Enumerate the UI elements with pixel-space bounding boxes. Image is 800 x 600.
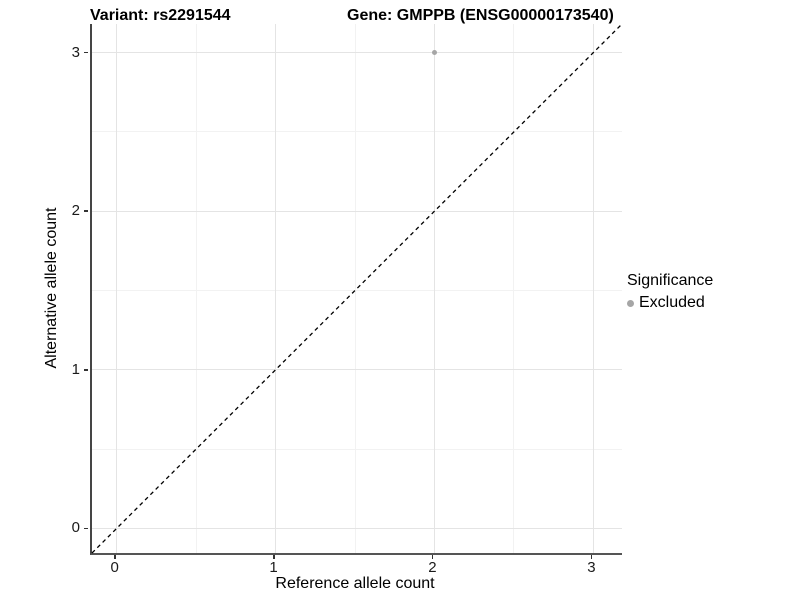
identity-line [91, 23, 623, 554]
x-tick-mark [590, 555, 593, 559]
x-tick-mark [114, 555, 116, 559]
y-tick-label: 3 [71, 43, 80, 61]
y-tick-label: 2 [71, 202, 80, 220]
x-tick-label: 2 [428, 559, 437, 576]
y-axis-title: Alternative allele count [43, 207, 60, 369]
gridline-x-major [433, 24, 435, 553]
gene-title: Gene: GMPPB (ENSG00000173540) [347, 7, 614, 24]
y-tick-mark [84, 51, 88, 54]
gridline-y-major [92, 369, 622, 371]
gridline-x-minor [513, 24, 515, 553]
legend-marker-excluded-icon [627, 299, 634, 307]
gridline-y-minor [92, 131, 622, 133]
y-tick-label: 0 [71, 519, 80, 537]
y-tick-mark [84, 527, 88, 530]
x-axis-title: Reference allele count [275, 575, 435, 592]
data-point-excluded [431, 50, 437, 56]
x-tick-mark [431, 555, 434, 559]
x-tick-mark [273, 555, 275, 559]
y-tick-label: 1 [71, 360, 80, 378]
x-tick-label: 3 [587, 559, 596, 576]
legend-item-label: Excluded [639, 294, 705, 311]
gridline-x-major [275, 24, 277, 553]
legend-item-excluded: Excluded [627, 294, 797, 312]
x-tick-label: 1 [269, 559, 278, 576]
legend: Significance Excluded [627, 272, 797, 312]
y-tick-mark [84, 210, 88, 212]
plot-panel [90, 23, 623, 555]
gridline-x-minor [354, 24, 356, 553]
gridline-y-minor [92, 448, 622, 450]
gridline-x-major [116, 24, 118, 553]
gridline-x-minor [195, 24, 197, 553]
gridline-y-major [92, 52, 622, 54]
gridline-x-major [592, 24, 594, 553]
y-tick-mark [84, 369, 88, 371]
gridline-y-minor [92, 289, 622, 291]
variant-title: Variant: rs2291544 [90, 7, 231, 24]
gridline-y-major [92, 527, 622, 529]
legend-title: Significance [627, 272, 714, 289]
gridline-y-major [92, 210, 622, 212]
x-tick-label: 0 [110, 559, 119, 576]
